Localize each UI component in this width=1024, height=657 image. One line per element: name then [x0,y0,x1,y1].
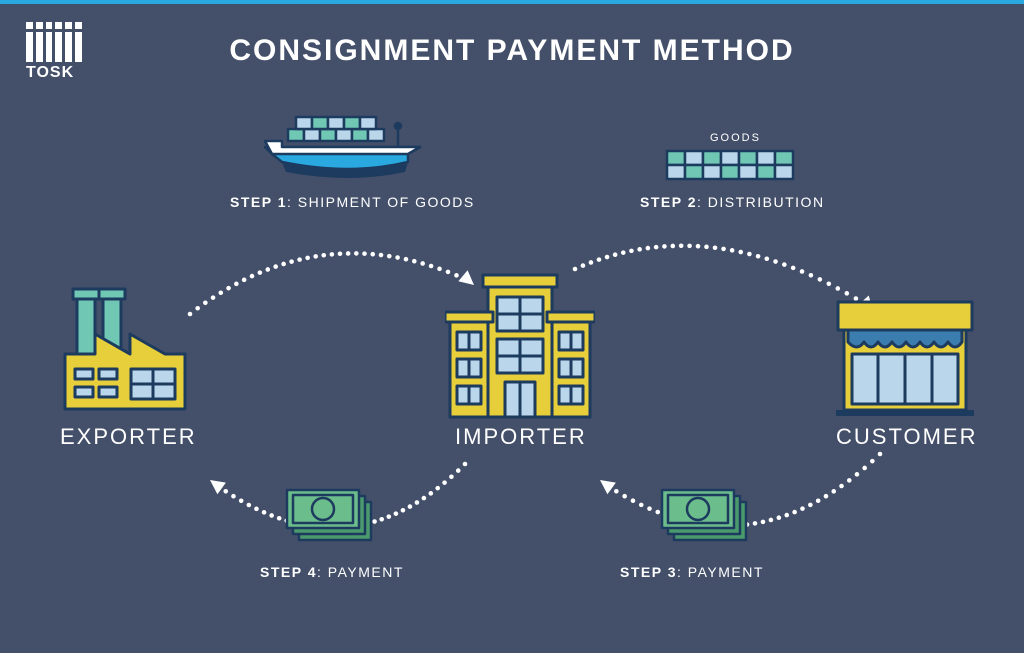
office-building-icon [445,267,595,422]
node-label-importer: IMPORTER [455,424,585,450]
step-4-label: STEP 4: PAYMENT [260,564,404,580]
storefront-icon [830,294,980,419]
step-2-label: STEP 2: DISTRIBUTION [640,194,825,210]
cargo-ship-icon [260,104,430,189]
step-3-label: STEP 3: PAYMENT [620,564,764,580]
factory-icon [55,279,195,419]
node-label-exporter: EXPORTER [60,424,190,450]
infographic-canvas: TOSK CONSIGNMENT PAYMENT METHOD [0,0,1024,653]
goods-label: GOODS [710,132,761,144]
money-icon [285,484,380,546]
money-icon [660,484,755,546]
step-1-label: STEP 1: SHIPMENT OF GOODS [230,194,475,210]
node-label-customer: CUSTOMER [836,424,976,450]
goods-boxes-icon [665,149,815,184]
